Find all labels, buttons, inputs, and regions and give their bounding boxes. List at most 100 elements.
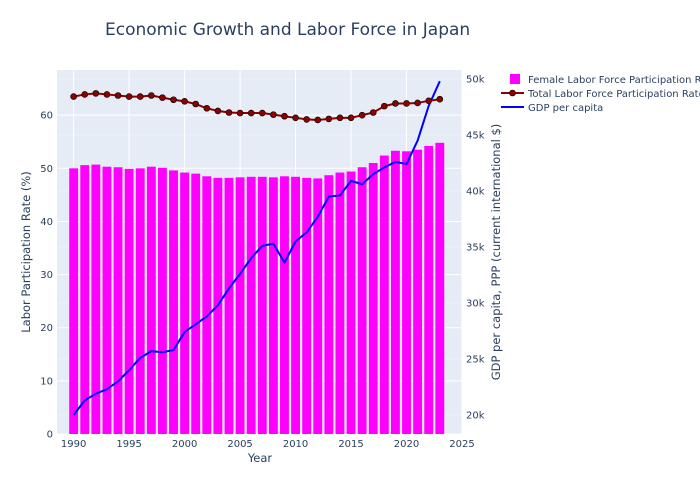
female-bar [135, 168, 145, 434]
female-bar [280, 176, 289, 434]
female-bar [113, 167, 123, 435]
female-bar [146, 166, 156, 434]
total-participation-marker [247, 109, 255, 117]
y-right-tick-label: 25k [466, 354, 485, 365]
total-participation-marker [403, 100, 410, 107]
female-bar [413, 149, 423, 435]
total-participation-marker [292, 114, 299, 122]
female-bar [335, 172, 345, 434]
total-participation-marker [325, 115, 333, 123]
line-layer [70, 80, 444, 416]
total-participation-marker [125, 93, 133, 100]
female-bar [180, 172, 190, 434]
x-tick-label: 1995 [116, 439, 141, 450]
total-participation-marker [436, 95, 444, 103]
female-bar [368, 162, 378, 434]
female-bar [291, 176, 300, 434]
total-participation-marker [347, 114, 355, 122]
total-participation-marker [70, 93, 77, 100]
y-right-tick-label: 40k [466, 186, 485, 197]
total-participation-marker [92, 90, 100, 97]
female-bar [302, 177, 312, 435]
female-bar [357, 167, 367, 435]
y-axis-left-title: Labor Participation Rate (%) [19, 171, 33, 333]
total-participation-marker [181, 98, 188, 105]
female-bar [102, 166, 112, 434]
total-participation-marker [214, 107, 222, 115]
female-bar [157, 167, 167, 434]
female-bar [91, 164, 101, 435]
x-tick-label: 2025 [449, 439, 474, 450]
chart-title: Economic Growth and Labor Force in Japan [105, 20, 470, 40]
total-participation-marker [159, 94, 166, 101]
y-left-tick-label: 40 [40, 217, 53, 228]
total-participation-marker [358, 111, 366, 119]
female-bar [424, 145, 434, 434]
legend-swatch-total-marker [509, 89, 516, 97]
total-participation-marker [236, 109, 244, 117]
total-participation-marker [369, 109, 377, 116]
female-bar [124, 168, 134, 434]
y-right-tick-label: 35k [466, 242, 485, 253]
total-participation-marker [148, 92, 155, 99]
total-participation-marker [425, 97, 433, 105]
total-participation-line [73, 92, 440, 121]
x-tick-label: 1990 [61, 439, 86, 450]
x-axis-title: Year [247, 451, 273, 465]
total-participation-marker [136, 93, 144, 100]
legend-swatch-female [510, 74, 520, 84]
total-participation-marker [414, 99, 421, 107]
y-left-tick-label: 60 [40, 111, 53, 122]
y-right-tick-label: 45k [466, 130, 485, 141]
total-participation-marker [270, 111, 277, 118]
total-participation-marker [103, 91, 111, 98]
y-left-tick-label: 0 [47, 430, 53, 441]
legend-label-total: Total Labor Force Participation Rate [527, 89, 700, 100]
total-participation-marker [314, 116, 322, 124]
female-bar [69, 168, 79, 434]
total-participation-marker [392, 100, 399, 107]
female-bar [257, 176, 267, 434]
total-participation-marker [381, 102, 388, 110]
total-participation-marker [258, 109, 266, 117]
y-left-tick-label: 50 [40, 164, 53, 175]
female-bar [191, 173, 201, 435]
total-participation-marker [203, 104, 211, 112]
female-bar [224, 177, 234, 435]
female-bar [80, 165, 90, 434]
y-right-tick-label: 20k [466, 410, 485, 421]
female-bar [235, 177, 245, 434]
total-participation-marker [192, 100, 199, 108]
gdp-per-capita-line [72, 80, 441, 416]
female-bar [402, 151, 411, 434]
total-participation-marker [81, 91, 89, 98]
y-left-tick-label: 20 [40, 323, 53, 334]
female-bar [202, 176, 212, 434]
female-bar [435, 142, 445, 435]
total-participation-marker [170, 96, 177, 104]
legend-label-gdp: GDP per capita [528, 103, 603, 114]
x-tick-label: 2005 [227, 439, 252, 450]
female-bar [169, 170, 178, 434]
total-participation-marker [225, 109, 233, 116]
female-bar [313, 178, 323, 434]
total-participation-marker [336, 114, 344, 122]
y-axis-right-title: GDP per capita, PPP (current internation… [489, 124, 503, 381]
total-participation-marker [114, 92, 122, 99]
female-bar [324, 175, 334, 434]
total-participation-marker [303, 116, 310, 123]
female-bar [268, 177, 278, 434]
total-participation-marker [281, 112, 288, 120]
female-bar [346, 171, 356, 435]
female-bar [379, 155, 389, 434]
x-tick-label: 2020 [394, 439, 419, 450]
legend-label-female: Female Labor Force Participation Rate [528, 75, 700, 86]
y-left-tick-label: 30 [40, 270, 53, 281]
x-tick-label: 2000 [172, 439, 197, 450]
female-bar [246, 176, 256, 434]
legend: Female Labor Force Participation Rate To… [501, 74, 700, 114]
x-tick-label: 2010 [283, 439, 308, 450]
x-tick-label: 2015 [338, 439, 363, 450]
y-left-tick-label: 10 [40, 376, 53, 387]
